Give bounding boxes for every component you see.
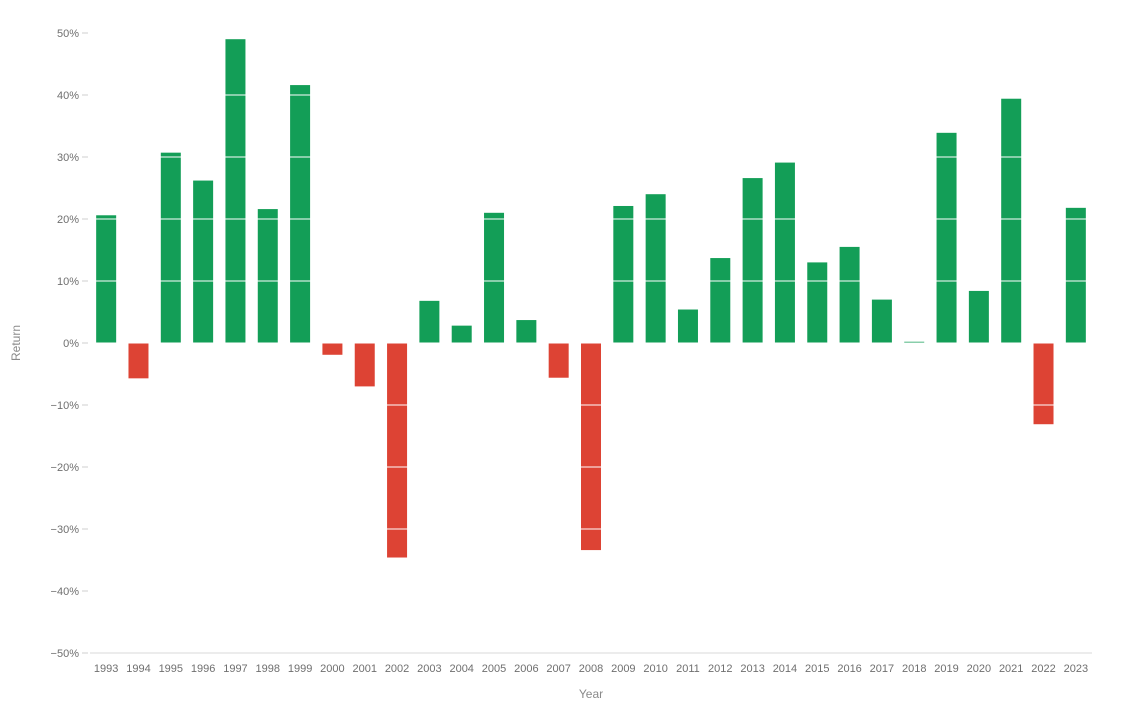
x-tick-label: 2016	[837, 663, 861, 675]
x-tick-label: 1993	[94, 663, 118, 675]
bar-1994[interactable]	[128, 343, 149, 379]
x-tick-label: 1996	[191, 663, 215, 675]
y-tick-label: 0%	[63, 338, 79, 350]
x-tick-label: 2004	[449, 663, 473, 675]
x-tick-label: 2009	[611, 663, 635, 675]
bar-2018[interactable]	[904, 341, 925, 343]
x-tick-label: 2000	[320, 663, 344, 675]
bar-2001[interactable]	[354, 343, 375, 387]
bar-2023[interactable]	[1065, 207, 1086, 343]
y-tick-label: −30%	[51, 524, 80, 536]
bars	[96, 39, 1086, 558]
y-axis-ticks: 50% 40% 30% 20% 10% 0% −10% −20% −30% −40% −50%	[51, 28, 1092, 660]
bar-2017[interactable]	[871, 299, 892, 343]
bar-1996[interactable]	[193, 180, 214, 343]
bar-2016[interactable]	[839, 246, 860, 343]
x-tick-label: 2010	[643, 663, 667, 675]
x-tick-label: 2007	[546, 663, 570, 675]
bar-2010[interactable]	[645, 194, 666, 343]
bar-2002[interactable]	[387, 343, 408, 558]
bar-1999[interactable]	[290, 85, 311, 343]
y-axis-label: Return	[9, 325, 23, 361]
x-tick-label: 2012	[708, 663, 732, 675]
bar-2013[interactable]	[742, 178, 763, 343]
y-tick-label: 40%	[57, 90, 79, 102]
x-tick-label: 2018	[902, 663, 926, 675]
bar-2000[interactable]	[322, 343, 343, 355]
x-tick-label: 2011	[676, 663, 700, 675]
bar-2005[interactable]	[484, 212, 505, 343]
bar-2021[interactable]	[1001, 98, 1022, 343]
grid-lines	[90, 32, 1092, 592]
x-tick-label: 2017	[870, 663, 894, 675]
x-tick-label: 2021	[999, 663, 1023, 675]
y-tick-label: 20%	[57, 214, 79, 226]
bar-2015[interactable]	[807, 262, 828, 343]
x-tick-label: 1995	[159, 663, 183, 675]
bar-2014[interactable]	[774, 162, 795, 343]
x-axis-label: Year	[579, 687, 603, 701]
x-tick-label: 2008	[579, 663, 603, 675]
y-tick-label: 10%	[57, 276, 79, 288]
x-tick-label: 2001	[352, 663, 376, 675]
x-tick-label: 2005	[482, 663, 506, 675]
x-tick-label: 2003	[417, 663, 441, 675]
x-tick-label: 2023	[1064, 663, 1088, 675]
bar-2008[interactable]	[581, 343, 601, 551]
x-tick-label: 2013	[740, 663, 764, 675]
y-tick-label: 30%	[57, 152, 79, 164]
bar-2006[interactable]	[516, 320, 537, 343]
bar-1995[interactable]	[160, 152, 181, 343]
y-tick-label: −50%	[51, 648, 80, 660]
x-axis-ticks: 1993 1994 1995 1996 1997 1998 1999 2000 2001 2002…	[94, 663, 1088, 675]
x-tick-label: 1997	[223, 663, 247, 675]
bar-2012[interactable]	[710, 258, 731, 343]
bar-2009[interactable]	[613, 205, 634, 343]
bar-2019[interactable]	[936, 132, 957, 343]
bar-2003[interactable]	[419, 300, 440, 343]
bar-1998[interactable]	[257, 209, 278, 343]
bar-2011[interactable]	[677, 309, 698, 343]
bar-2007[interactable]	[548, 343, 569, 378]
y-tick-label: −40%	[51, 586, 80, 598]
y-tick-label: −20%	[51, 462, 80, 474]
x-tick-label: 2015	[805, 663, 829, 675]
bar-2022[interactable]	[1033, 343, 1054, 425]
y-tick-label: 50%	[57, 28, 79, 40]
x-tick-label: 1998	[256, 663, 280, 675]
y-tick-label: −10%	[51, 400, 80, 412]
x-tick-label: 2006	[514, 663, 538, 675]
x-tick-label: 1994	[126, 663, 150, 675]
x-tick-label: 1999	[288, 663, 312, 675]
bar-2004[interactable]	[451, 325, 472, 343]
x-tick-label: 2014	[773, 663, 797, 675]
x-tick-label: 2022	[1031, 663, 1055, 675]
x-tick-label: 2019	[934, 663, 958, 675]
bar-2020[interactable]	[968, 290, 989, 343]
x-tick-label: 2020	[967, 663, 991, 675]
bar-1993[interactable]	[96, 215, 117, 343]
x-tick-label: 2002	[385, 663, 409, 675]
bar-1997[interactable]	[225, 39, 246, 343]
